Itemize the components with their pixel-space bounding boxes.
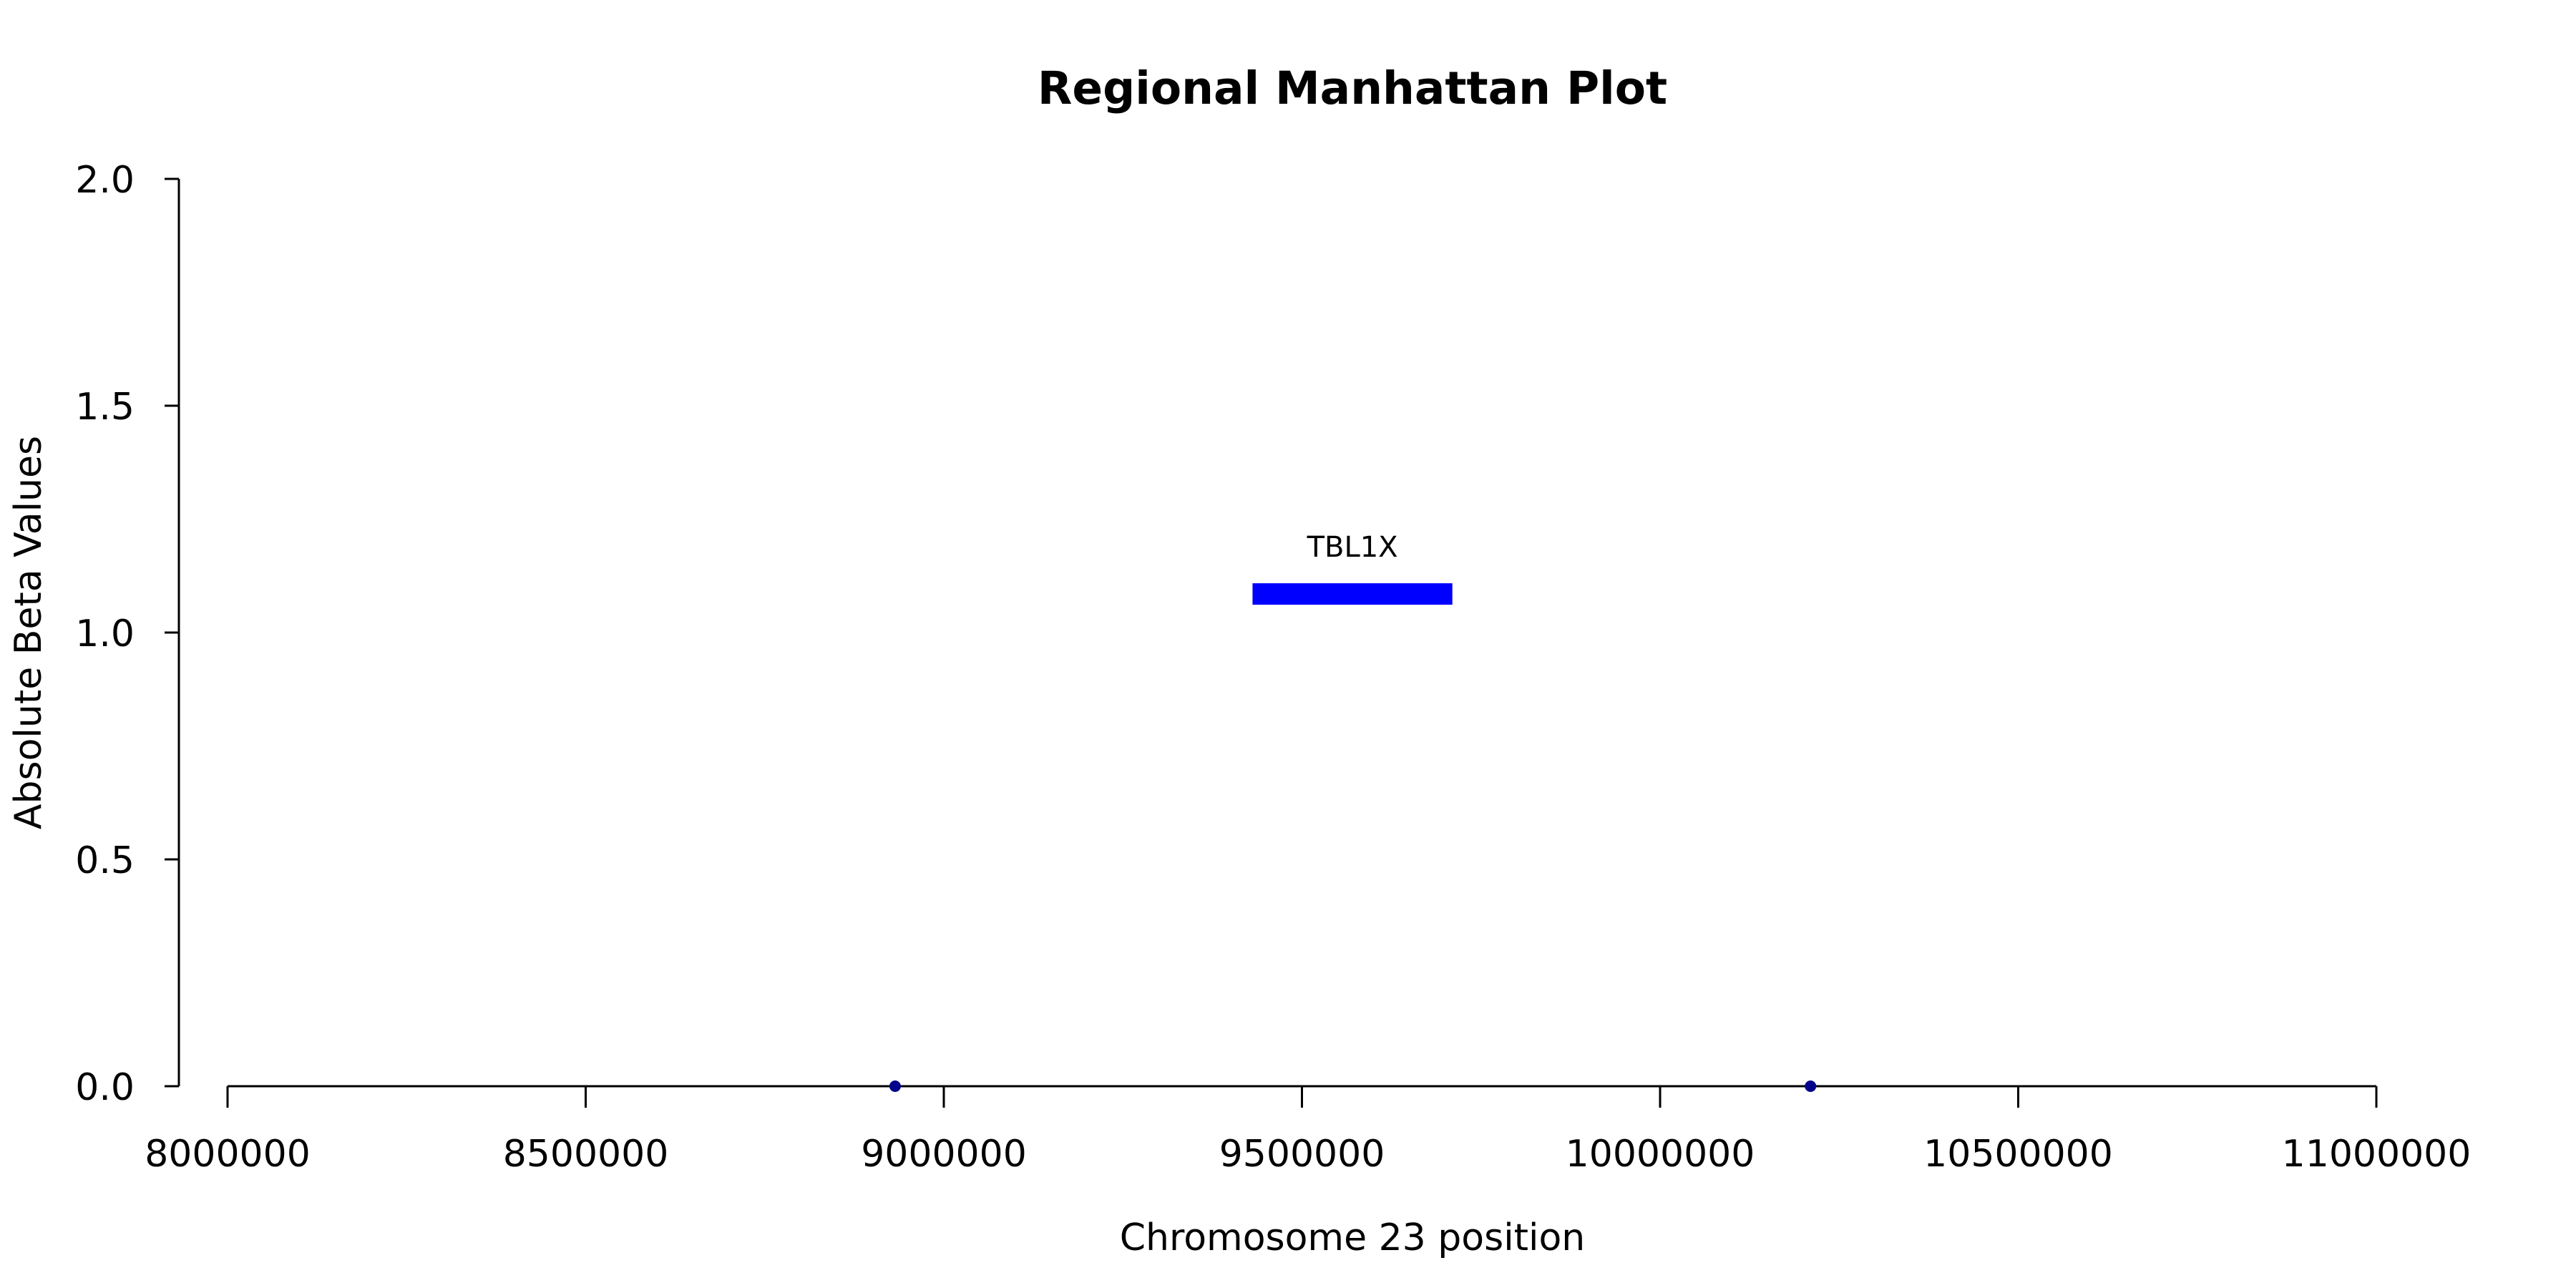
gene-bar	[1252, 583, 1453, 605]
x-tick-label: 9000000	[861, 1133, 1027, 1176]
gene-tracks: TBL1X	[1252, 531, 1453, 605]
y-axis-ticks: 0.0 0.5 1.0 1.5 2.0	[75, 159, 179, 1109]
data-points	[889, 1080, 1817, 1092]
y-axis-label: Absolute Beta Values	[7, 436, 50, 829]
y-tick-label: 1.5	[75, 386, 135, 429]
x-tick-label: 8500000	[503, 1133, 669, 1176]
x-axis-ticks: 8000000 8500000 9000000 9500000 10000000 1050…	[145, 1086, 2471, 1176]
y-tick-label: 0.0	[75, 1066, 135, 1109]
data-point	[1805, 1080, 1817, 1092]
data-point	[889, 1080, 901, 1092]
x-tick-label: 10500000	[1923, 1133, 2113, 1176]
y-tick-label: 0.5	[75, 839, 135, 882]
chart-title: Regional Manhattan Plot	[1038, 62, 1667, 114]
x-axis-label: Chromosome 23 position	[1120, 1216, 1586, 1259]
x-tick-label: 8000000	[145, 1133, 311, 1176]
x-tick-label: 10000000	[1566, 1133, 1755, 1176]
y-tick-label: 1.0	[75, 613, 135, 655]
x-tick-label: 11000000	[2282, 1133, 2472, 1176]
x-tick-label: 9500000	[1219, 1133, 1385, 1176]
gene-label: TBL1X	[1307, 531, 1398, 564]
y-tick-label: 2.0	[75, 159, 135, 202]
